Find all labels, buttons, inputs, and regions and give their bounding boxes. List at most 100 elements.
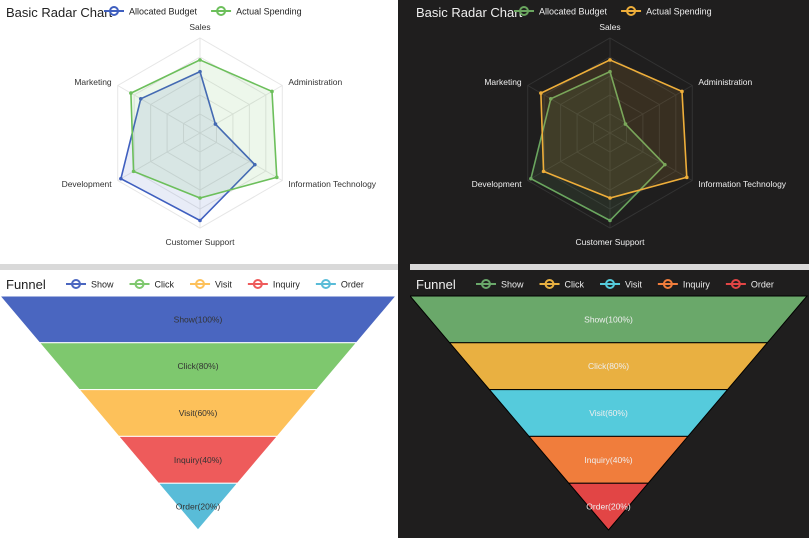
radar-label-sales: Sales [599,22,620,32]
radar-point-actual-spending [129,91,133,95]
legend-marker [216,6,227,16]
radar-label-information-technology: Information Technology [288,179,376,189]
legend-marker [134,279,145,289]
funnel-label-order: Order(20%) [586,502,631,512]
radar-chart-dark-panel: Basic Radar Chart Allocated Budget Actual… [410,0,809,264]
funnel-label-show: Show(100%) [174,314,223,324]
legend-marker [730,279,741,289]
radar-point-allocated-budget [138,97,143,101]
legend-label-click: Click [155,280,175,290]
radar-axis-line [609,85,693,134]
chart-legend: Allocated Budget Actual Spending [104,6,302,17]
radar-axis-line [117,132,201,181]
legend-label-order: Order [341,280,364,290]
radar-point-allocated-budget [663,162,667,167]
legend-marker [252,279,263,289]
radar-point-allocated-budget [198,218,202,223]
radar-point-actual-spending [680,89,684,94]
radar-indicator-labels: Sales Administration Information Technolog… [472,22,787,247]
funnel-label-click: Click(80%) [588,361,629,371]
chart-title: Basic Radar Chart [6,5,113,20]
radar-point-actual-spending [270,89,274,94]
radar-indicator-labels: Sales Administration Information Technolog… [62,22,377,247]
radar-series [119,58,279,223]
funnel-label-order: Order(20%) [176,502,221,512]
radar-area-actual-spending [540,59,688,199]
radar-area-actual-spending [130,59,278,199]
radar-point-actual-spending [541,169,546,174]
legend-marker [544,279,555,289]
chart-title: Funnel [6,277,46,292]
funnel-label-inquiry: Inquiry(40%) [584,455,632,465]
funnel-segments: Show(100%) Click(80%) Visit(60%) Inquiry(40… [410,295,809,531]
chart-legend: Show Click Visit Inquiry Order [66,279,364,290]
legend-label-click: Click [565,280,585,290]
legend-marker [605,279,616,289]
chart-title: Basic Radar Chart [416,5,523,20]
legend-label-actual-spending: Actual Spending [236,7,302,17]
legend-marker [320,279,331,289]
radar-label-administration: Administration [698,77,752,87]
legend-marker [481,279,491,289]
radar-axis-line [609,132,693,181]
radar-axis-line [199,85,283,134]
legend-label-inquiry: Inquiry [273,280,301,290]
radar-chart-light: Basic Radar Chart Allocated Budget Actual… [6,5,377,247]
radar-point-allocated-budget [198,69,202,74]
legend-marker [519,6,529,16]
radar-axis-line [527,132,611,181]
radar-series [529,58,689,223]
radar-label-sales: Sales [189,22,210,32]
funnel-label-visit: Visit(60%) [589,408,628,418]
funnel-chart-light-panel: Funnel Show Click Visit Inquiry Order Show(1… [0,270,398,538]
radar-point-allocated-budget [119,176,123,181]
legend-marker [662,279,673,289]
radar-point-actual-spending [608,58,612,62]
radar-label-customer-support: Customer Support [576,237,646,247]
radar-point-actual-spending [131,169,136,174]
funnel-chart-dark-panel: Funnel Show Click Visit Inquiry Order Show(1… [410,270,809,538]
radar-point-actual-spending [274,175,279,180]
legend-label-visit: Visit [215,280,232,290]
radar-point-allocated-budget [213,122,218,126]
radar-point-allocated-budget [253,162,257,167]
legend-label-actual-spending: Actual Spending [646,7,712,17]
funnel-segment-order [567,482,650,531]
funnel-label-click: Click(80%) [177,361,218,371]
radar-point-actual-spending [684,175,689,180]
legend-marker [626,6,637,16]
legend-marker [109,6,119,16]
funnel-segments: Show(100%) Click(80%) Visit(60%) Inquiry(40… [0,295,398,531]
radar-chart-light-panel: Basic Radar Chart Allocated Budget Actual… [0,0,398,264]
radar-point-actual-spending [198,196,202,200]
radar-point-allocated-budget [608,218,612,223]
radar-point-actual-spending [198,58,202,62]
radar-point-allocated-budget [623,122,628,126]
radar-point-actual-spending [539,91,543,95]
radar-axis-line [199,132,283,181]
radar-label-administration: Administration [288,77,342,87]
funnel-chart-light: Funnel Show Click Visit Inquiry Order Show(1… [0,277,398,531]
radar-label-customer-support: Customer Support [166,237,236,247]
chart-legend: Show Click Visit Inquiry Order [476,279,774,290]
radar-label-marketing: Marketing [74,77,112,87]
funnel-label-visit: Visit(60%) [179,408,218,418]
legend-label-show: Show [91,280,114,290]
radar-chart-dark: Basic Radar Chart Allocated Budget Actual… [416,5,787,247]
legend-label-allocated-budget: Allocated Budget [539,7,608,17]
radar-point-actual-spending [608,196,612,200]
radar-label-development: Development [62,179,113,189]
legend-marker [195,279,206,289]
radar-label-marketing: Marketing [484,77,522,87]
legend-label-order: Order [751,280,774,290]
funnel-label-inquiry: Inquiry(40%) [174,455,222,465]
legend-label-inquiry: Inquiry [683,280,711,290]
legend-label-allocated-budget: Allocated Budget [129,7,198,17]
radar-point-allocated-budget [529,176,533,181]
chart-legend: Allocated Budget Actual Spending [514,6,712,17]
radar-label-development: Development [472,179,523,189]
panel-divider [398,0,410,538]
radar-grid [527,37,693,229]
radar-point-allocated-budget [608,69,612,74]
radar-point-allocated-budget [548,97,553,101]
